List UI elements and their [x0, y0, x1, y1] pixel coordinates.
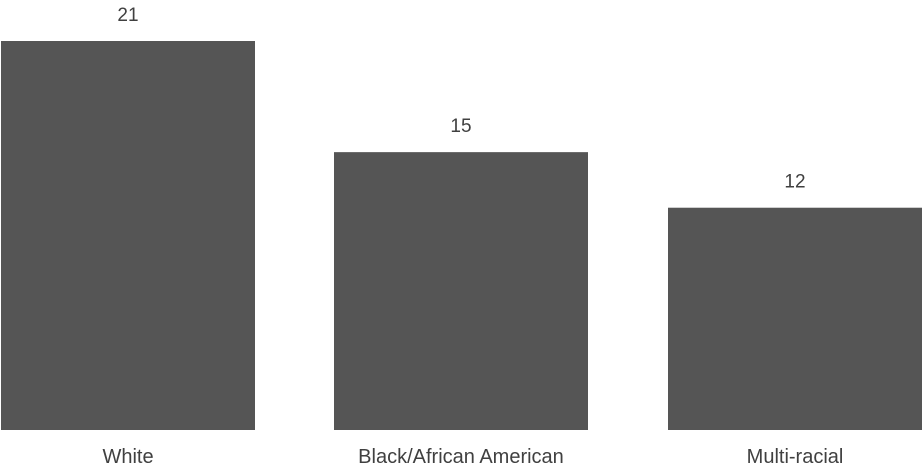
bar-black-african-american	[334, 152, 588, 430]
category-tick-label: White	[102, 446, 153, 468]
data-label: 15	[450, 116, 471, 137]
bar-multi-racial	[668, 207, 922, 430]
bar-white	[1, 41, 255, 430]
data-label: 21	[117, 5, 138, 26]
data-label: 12	[784, 172, 805, 193]
category-tick-label: Black/African American	[358, 446, 564, 468]
category-tick-label: Multi-racial	[747, 446, 844, 468]
